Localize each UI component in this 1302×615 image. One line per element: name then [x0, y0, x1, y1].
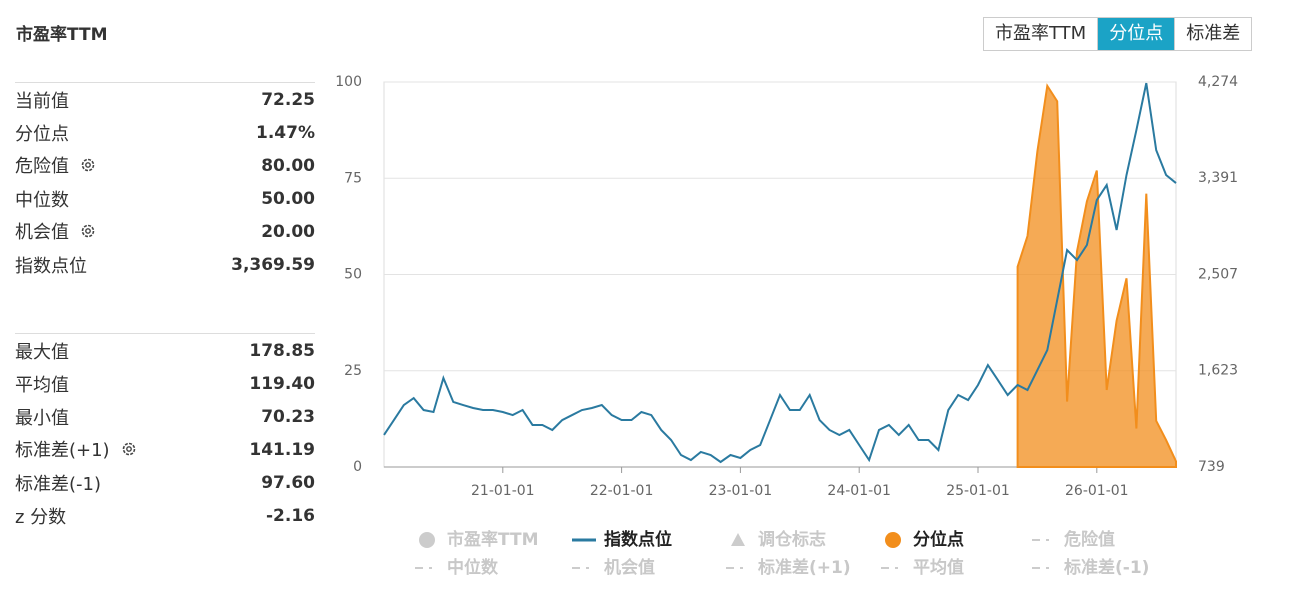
stat-value: 50.00 — [261, 188, 315, 209]
y-tick-label: 100 — [335, 74, 362, 90]
stat-label: z 分数 — [15, 506, 67, 528]
stat-label: 指数点位 — [15, 255, 87, 277]
stat-value: 178.85 — [249, 340, 315, 361]
x-tick-label: 21-01-01 — [471, 483, 535, 499]
panel-title: 市盈率TTM — [16, 25, 108, 45]
stat-value: 20.00 — [261, 221, 315, 242]
legend-label[interactable]: 标准差(+1) — [758, 557, 851, 578]
y2-tick-label: 1,623 — [1198, 363, 1238, 379]
legend-label[interactable]: 中位数 — [447, 557, 499, 578]
stat-row: 标准差(+1) 141.19 — [15, 433, 315, 466]
legend-label[interactable]: 标准差(-1) — [1064, 557, 1149, 578]
stat-label: 标准差(+1) — [15, 440, 110, 462]
stat-label-wrap: 机会值 — [15, 218, 97, 245]
percentile-area — [1016, 83, 1177, 468]
stat-label: 最大值 — [15, 341, 69, 363]
stat-row: 最小值 70.23 — [15, 400, 315, 433]
legend-label[interactable]: 调仓标志 — [758, 529, 826, 550]
stat-value: 80.00 — [261, 155, 315, 176]
stat-value: 97.60 — [261, 472, 315, 493]
stat-label-wrap: 标准差(+1) — [15, 436, 138, 463]
stats-group: 最大值 178.85 平均值 119.40 最小值 70.23 标准差(+1) 141.19 标… — [15, 333, 315, 532]
stat-label: 分位点 — [15, 123, 69, 145]
stat-value: 119.40 — [249, 373, 315, 394]
stat-row: 指数点位 3,369.59 — [15, 248, 315, 281]
x-tick-label: 24-01-01 — [827, 483, 891, 499]
stat-row: 平均值 119.40 — [15, 367, 315, 400]
stat-label-wrap: 危险值 — [15, 152, 97, 179]
stat-label: 当前值 — [15, 90, 69, 112]
stat-label-wrap: 分位点 — [15, 120, 69, 146]
index-line — [383, 82, 1177, 464]
stat-value: 70.23 — [261, 406, 315, 427]
x-tick-label: 25-01-01 — [946, 483, 1010, 499]
y-tick-label: 0 — [353, 459, 362, 475]
stat-label: 危险值 — [15, 156, 69, 178]
stat-label-wrap: 指数点位 — [15, 252, 87, 278]
stat-label: 最小值 — [15, 407, 69, 429]
stat-label: 标准差(-1) — [15, 473, 101, 495]
stat-label-wrap: 中位数 — [15, 186, 69, 212]
stat-value: -2.16 — [266, 505, 315, 526]
stat-row: 标准差(-1) 97.60 — [15, 466, 315, 499]
stat-label-wrap: 最大值 — [15, 338, 69, 364]
legend-marker — [731, 533, 745, 546]
stat-row: 中位数 50.00 — [15, 182, 315, 215]
legend-label[interactable]: 危险值 — [1063, 529, 1115, 550]
stat-row: 机会值 20.00 — [15, 215, 315, 248]
stat-value: 3,369.59 — [231, 254, 315, 275]
stat-label: 平均值 — [15, 374, 69, 396]
stat-label-wrap: z 分数 — [15, 503, 66, 529]
legend-label[interactable]: 分位点 — [913, 529, 964, 550]
legend-label[interactable]: 指数点位 — [604, 529, 672, 550]
y-tick-label: 25 — [344, 363, 362, 379]
legend-marker — [419, 532, 435, 548]
stat-row: 分位点 1.47% — [15, 116, 315, 149]
y-tick-label: 75 — [344, 170, 362, 186]
stat-value: 141.19 — [249, 439, 315, 460]
stat-value: 1.47% — [256, 122, 315, 143]
stat-label-wrap: 标准差(-1) — [15, 470, 101, 496]
view-button[interactable]: 分位点 — [1097, 18, 1175, 50]
legend-label[interactable]: 市盈率TTM — [447, 529, 539, 550]
stat-row: 当前值 72.25 — [15, 83, 315, 116]
y2-tick-label: 4,274 — [1198, 74, 1238, 90]
stat-row: z 分数 -2.16 — [15, 499, 315, 532]
x-tick-label: 26-01-01 — [1065, 483, 1129, 499]
view-button[interactable]: 标准差 — [1174, 18, 1251, 50]
x-tick-label: 23-01-01 — [709, 483, 773, 499]
legend-label[interactable]: 机会值 — [604, 557, 655, 578]
y2-tick-label: 2,507 — [1198, 266, 1238, 282]
y2-tick-label: 3,391 — [1198, 170, 1238, 186]
stats-group: 当前值 72.25 分位点 1.47% 危险值 80.00 中位数 50.00 机会值 20.00… — [15, 82, 315, 281]
y-tick-label: 50 — [344, 267, 362, 283]
y2-tick-label: 739 — [1198, 459, 1225, 475]
stat-label: 机会值 — [15, 222, 69, 244]
stat-value: 72.25 — [261, 89, 315, 110]
stat-label: 中位数 — [15, 189, 69, 211]
view-switch: 市盈率TTM 分位点 标准差 — [983, 17, 1253, 51]
stat-label-wrap: 平均值 — [15, 371, 69, 397]
settings-icon[interactable] — [120, 440, 138, 463]
stat-row: 危险值 80.00 — [15, 149, 315, 182]
stat-label-wrap: 当前值 — [15, 87, 69, 113]
legend-label[interactable]: 平均值 — [913, 557, 964, 578]
legend-marker — [885, 532, 901, 548]
x-tick-label: 22-01-01 — [590, 483, 654, 499]
stat-row: 最大值 178.85 — [15, 334, 315, 367]
stat-label-wrap: 最小值 — [15, 404, 69, 430]
view-button[interactable]: 市盈率TTM — [995, 23, 1087, 44]
settings-icon[interactable] — [79, 222, 97, 245]
settings-icon[interactable] — [79, 156, 97, 179]
